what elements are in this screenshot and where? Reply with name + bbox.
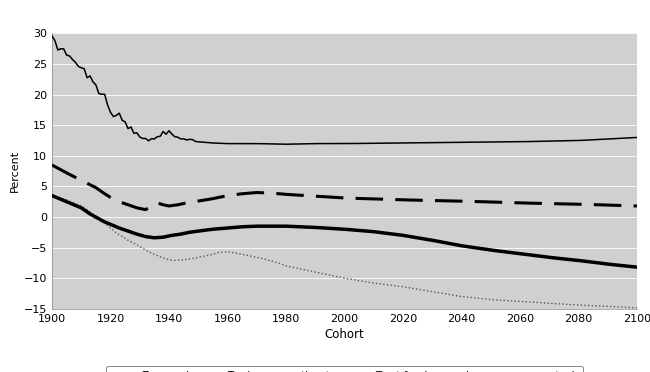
- X-axis label: Cohort: Cohort: [324, 328, 365, 341]
- Legend: Zero real, Tax base growth rate, Trust fund, Large company stock: Zero real, Tax base growth rate, Trust f…: [106, 366, 583, 372]
- Y-axis label: Percent: Percent: [10, 150, 20, 192]
